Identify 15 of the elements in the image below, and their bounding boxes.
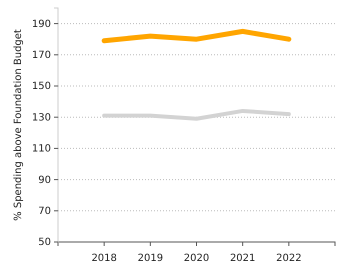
- y-tick-label: 170: [32, 50, 51, 61]
- x-tick-label: 2022: [276, 253, 302, 264]
- y-tick-label: 130: [32, 112, 51, 124]
- y-tick-label: 90: [38, 174, 51, 186]
- x-tick-label: 2021: [230, 253, 256, 264]
- y-tick-label: 110: [32, 144, 51, 155]
- x-tick-label: 2020: [184, 253, 210, 264]
- y-tick-label: 50: [38, 237, 51, 248]
- line-series: [102, 108, 291, 121]
- y-tick-label: 70: [38, 206, 51, 217]
- x-tick-label: 2018: [91, 253, 117, 264]
- y-tick-label: 150: [32, 81, 51, 92]
- x-tick-label: 2019: [138, 253, 164, 264]
- y-tick-label: 190: [32, 18, 51, 30]
- y-axis-title: % Spending above Foundation Budget: [13, 29, 24, 221]
